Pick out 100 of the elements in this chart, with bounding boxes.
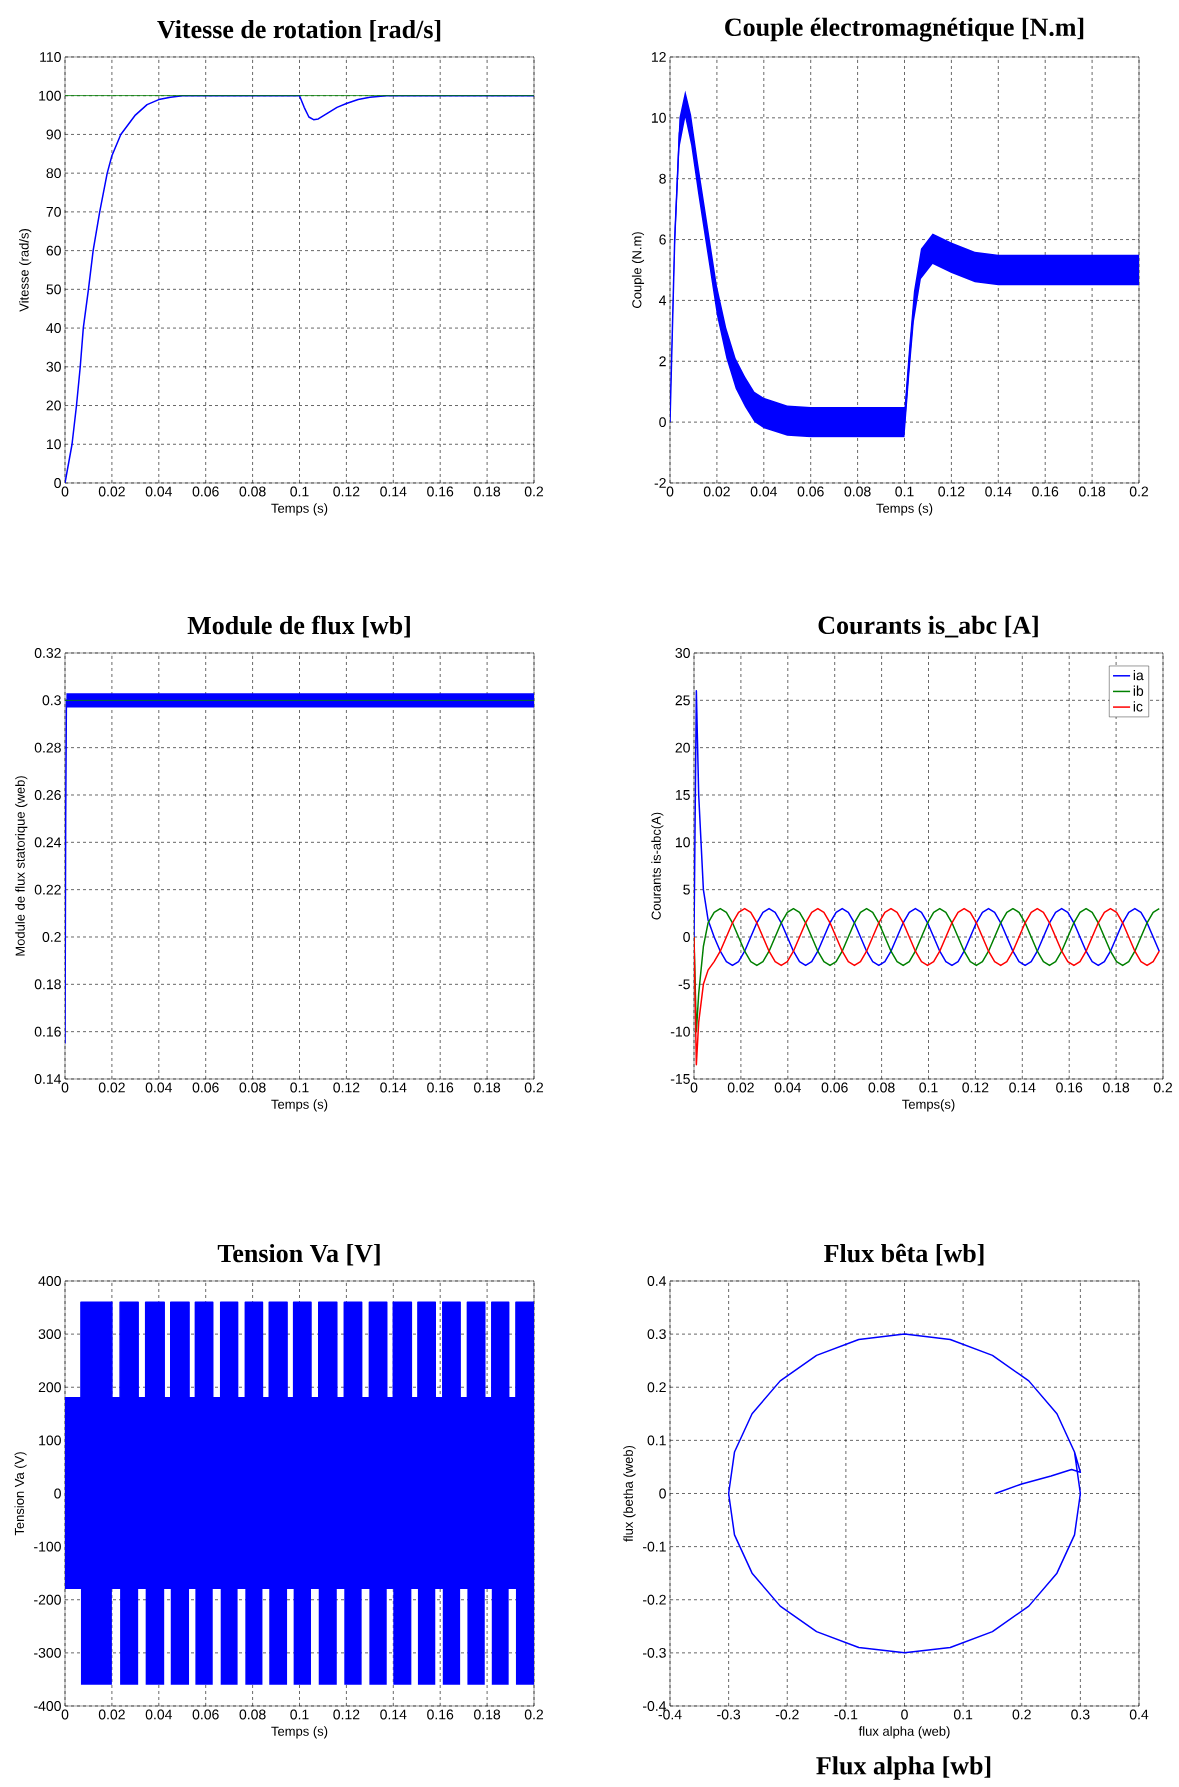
x-tick-label: 0.14 <box>1009 1082 1036 1093</box>
y-tick-label: 0 <box>659 417 666 428</box>
y-tick-label: -0.3 <box>642 1647 666 1658</box>
x-tick-label: 0.08 <box>239 1709 266 1720</box>
x-tick-label: 0.16 <box>427 1709 454 1720</box>
x-tick-label: 0.18 <box>474 1709 501 1720</box>
y-tick-label: 0.2 <box>647 1382 666 1393</box>
y-tick-label: 30 <box>46 361 61 372</box>
x-axis-title: Temps (s) <box>271 503 328 516</box>
x-tick-label: -0.3 <box>717 1709 741 1720</box>
x-tick-label: 0.02 <box>703 486 730 497</box>
y-tick-label: -0.2 <box>642 1594 666 1605</box>
y-tick-label: -10 <box>670 1026 690 1037</box>
x-tick-label: 0.18 <box>474 1082 501 1093</box>
y-tick-label: -15 <box>670 1074 690 1084</box>
legend-label: ia <box>1133 669 1144 681</box>
x-tick-label: -0.2 <box>775 1709 799 1720</box>
y-tick-label: 10 <box>651 112 666 123</box>
y-tick-label: -5 <box>678 979 690 990</box>
y-axis-title: Courants is-abc(A) <box>651 812 664 920</box>
x-tick-label: 0.02 <box>727 1082 754 1093</box>
x-tick-label: 0.14 <box>985 486 1012 497</box>
y-axis-title: Vitesse (rad/s) <box>19 229 32 312</box>
x-tick-label: 0.04 <box>145 486 173 497</box>
line-series <box>727 1333 1082 1654</box>
x-tick-label: 0.14 <box>380 1082 407 1093</box>
chart-title: Tension Va [V] <box>217 1243 380 1266</box>
y-tick-label: 0.2 <box>42 932 61 942</box>
x-tick-label: 0 <box>690 1082 698 1093</box>
y-tick-label: 400 <box>38 1276 61 1286</box>
x-tick-label: 0.04 <box>750 486 778 497</box>
x-tick-label: 0.08 <box>868 1082 895 1093</box>
y-tick-label: 12 <box>651 52 666 62</box>
y-tick-label: 4 <box>659 295 667 306</box>
y-tick-label: 0.3 <box>647 1329 666 1340</box>
x-tick-label: 0.1 <box>290 1709 309 1720</box>
x-tick-label: 0.06 <box>192 486 219 497</box>
x-tick-label: 0.02 <box>98 486 125 497</box>
x-tick-label: 0.4 <box>1129 1709 1149 1720</box>
x-tick-label: 0.18 <box>1103 1082 1130 1093</box>
x-tick-label: 0.12 <box>333 1709 360 1720</box>
y-tick-label: 0.4 <box>647 1276 667 1286</box>
x-tick-label: 0 <box>61 486 69 497</box>
x-axis-title: Temps (s) <box>876 503 933 516</box>
y-tick-label: 0.18 <box>34 979 61 990</box>
y-tick-label: 0.32 <box>34 648 61 658</box>
x-tick-label: 0.08 <box>844 486 871 497</box>
line-series <box>694 907 1161 1066</box>
y-tick-label: 0 <box>683 932 690 942</box>
y-tick-label: 80 <box>46 168 61 179</box>
y-tick-label: 10 <box>46 439 61 450</box>
x-tick-label: 0.04 <box>145 1082 173 1093</box>
y-tick-label: -200 <box>34 1594 61 1605</box>
x-tick-label: 0.1 <box>895 486 914 497</box>
line-series <box>694 907 1161 1033</box>
text: Flux alpha [wb] <box>816 1756 991 1780</box>
x-tick-label: 0.16 <box>427 1082 454 1093</box>
y-tick-label: 0.16 <box>34 1026 61 1037</box>
x-tick-label: 0.06 <box>821 1082 848 1093</box>
chart-title: Courants is_abc [A] <box>818 615 1038 638</box>
y-tick-label: 100 <box>39 90 61 101</box>
x-axis-title: flux alpha (web) <box>858 1726 950 1739</box>
y-axis-title: Tension Va (V) <box>14 1452 27 1536</box>
x-tick-label: 0 <box>61 1709 69 1720</box>
x-tick-label: 0.04 <box>774 1082 802 1093</box>
x-tick-label: 0 <box>901 1709 908 1720</box>
x-tick-label: 0.12 <box>333 486 360 497</box>
x-tick-label: 0 <box>61 1082 69 1093</box>
y-tick-label: 0.3 <box>42 695 61 706</box>
y-tick-label: 0.22 <box>34 884 61 895</box>
x-tick-label: 0.08 <box>239 486 266 497</box>
chart-title: Couple électromagnétique [N.m] <box>725 17 1084 42</box>
y-tick-label: -0.4 <box>642 1701 667 1711</box>
x-tick-label: 0.12 <box>962 1082 989 1093</box>
x-tick-label: 0.1 <box>290 1082 309 1093</box>
y-tick-label: 0.14 <box>34 1074 62 1084</box>
y-tick-label: 0 <box>54 1488 61 1499</box>
x-tick-label: 0.16 <box>427 486 454 497</box>
y-tick-label: 90 <box>46 129 61 140</box>
x-tick-label: 0.16 <box>1032 486 1059 497</box>
y-tick-label: 30 <box>675 648 690 658</box>
x-tick-label: -0.1 <box>834 1709 858 1720</box>
x-axis-title: Temps(s) <box>902 1099 955 1112</box>
x-tick-label: 0.18 <box>1079 486 1106 497</box>
y-tick-label: 50 <box>46 284 61 295</box>
y-axis-title: Couple (N.m) <box>631 232 645 308</box>
x-tick-label: 0.2 <box>1012 1709 1031 1720</box>
legend-label: ic <box>1133 701 1143 712</box>
y-axis-title: flux (betha (web) <box>623 1445 636 1542</box>
x-tick-label: 0.2 <box>524 486 544 497</box>
y-tick-label: 0.28 <box>34 742 61 753</box>
y-tick-label: 60 <box>46 245 61 256</box>
x-tick-label: 0.02 <box>98 1082 125 1093</box>
x-tick-label: 0.04 <box>145 1709 173 1720</box>
y-tick-label: 20 <box>46 400 61 411</box>
x-tick-label: 0.12 <box>333 1082 360 1093</box>
x-tick-label: 0.08 <box>239 1082 266 1093</box>
y-tick-label: -400 <box>34 1701 61 1711</box>
y-tick-label: 0 <box>54 478 61 488</box>
y-tick-label: 10 <box>675 837 690 848</box>
